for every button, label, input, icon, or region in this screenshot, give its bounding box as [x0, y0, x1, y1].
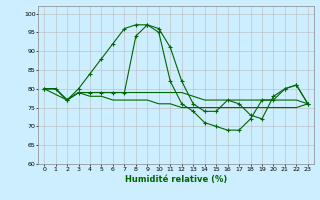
X-axis label: Humidité relative (%): Humidité relative (%) [125, 175, 227, 184]
